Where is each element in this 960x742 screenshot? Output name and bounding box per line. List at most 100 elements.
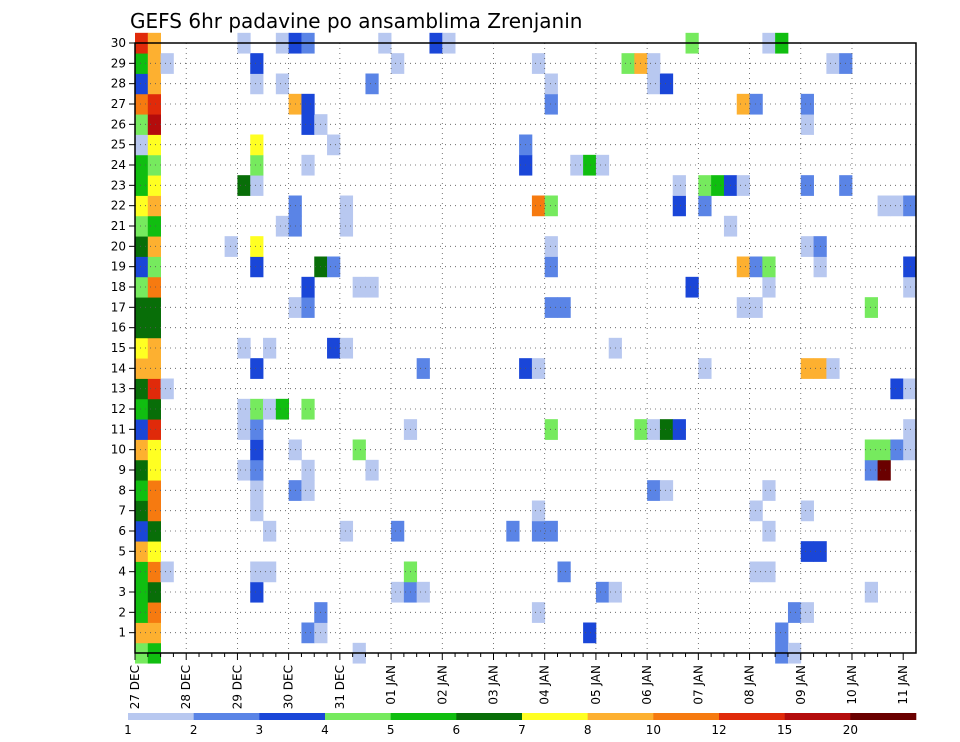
heatmap-cell bbox=[391, 53, 405, 74]
heatmap-cell bbox=[903, 439, 917, 461]
y-tick-label: 20 bbox=[111, 239, 126, 253]
y-axis: 1234567891011121314151617181920212223242… bbox=[111, 36, 135, 640]
legend-swatch bbox=[128, 713, 194, 720]
heatmap-cell bbox=[659, 419, 674, 440]
y-tick-label: 16 bbox=[111, 321, 126, 335]
heatmap-cell bbox=[135, 602, 149, 623]
heatmap-cell bbox=[749, 297, 763, 318]
heatmap-cell bbox=[301, 459, 315, 481]
legend-swatch bbox=[522, 713, 588, 720]
heatmap-cell bbox=[147, 93, 161, 115]
y-tick-label: 4 bbox=[118, 565, 126, 579]
legend-swatch bbox=[719, 713, 785, 720]
heatmap-cell bbox=[263, 520, 277, 542]
x-tick-label: 06 JAN bbox=[640, 665, 654, 705]
heatmap-cell bbox=[135, 561, 149, 583]
heatmap-cell bbox=[237, 459, 251, 481]
x-tick-label: 31 DEC bbox=[333, 665, 347, 709]
heatmap-cell bbox=[147, 276, 161, 298]
y-tick-label: 7 bbox=[118, 504, 126, 518]
heatmap-cell bbox=[877, 195, 891, 217]
legend-label: 1 bbox=[124, 723, 132, 737]
color-legend: 1 2 3 4 5 6 7 8 10 12 15 20 bbox=[124, 713, 917, 737]
heatmap-cell bbox=[224, 236, 238, 257]
heatmap-cell bbox=[301, 114, 315, 135]
heatmap-cell bbox=[147, 195, 161, 217]
y-tick-label: 22 bbox=[111, 199, 126, 213]
heatmap-cell bbox=[147, 581, 161, 603]
legend-label: 10 bbox=[646, 723, 661, 737]
heatmap-cell bbox=[135, 317, 149, 339]
legend-label: 20 bbox=[843, 723, 858, 737]
y-tick-label: 27 bbox=[111, 97, 126, 111]
y-tick-label: 11 bbox=[111, 422, 126, 436]
legend-swatch bbox=[390, 713, 457, 720]
heatmap-cell bbox=[135, 215, 149, 237]
heatmap-cell bbox=[800, 500, 814, 522]
legend-swatch bbox=[259, 713, 326, 720]
heatmap-cell bbox=[672, 419, 686, 440]
heatmap-cell bbox=[301, 622, 315, 644]
legend-label: 5 bbox=[387, 723, 395, 737]
heatmap-cell bbox=[135, 53, 149, 74]
x-tick-label: 02 JAN bbox=[435, 665, 449, 705]
heatmap-cell bbox=[135, 134, 149, 156]
heatmap-cell bbox=[147, 175, 161, 196]
heatmap-cell bbox=[263, 561, 277, 583]
heatmap-cell bbox=[135, 622, 149, 644]
y-tick-label: 28 bbox=[111, 77, 126, 91]
heatmap-cell bbox=[672, 175, 686, 196]
heatmap-cell bbox=[749, 93, 763, 115]
heatmap-cell bbox=[685, 276, 699, 298]
heatmap-cell bbox=[135, 256, 149, 278]
heatmap-cell bbox=[250, 561, 264, 583]
heatmap-cell bbox=[877, 439, 891, 461]
heatmap-cell bbox=[147, 358, 161, 379]
heatmap-cell bbox=[147, 459, 161, 481]
x-tick-label: 11 JAN bbox=[896, 665, 910, 705]
heatmap-cell bbox=[147, 561, 161, 583]
heatmap-cell bbox=[147, 114, 161, 135]
heatmap-cell bbox=[864, 581, 878, 603]
heatmap-cells bbox=[135, 32, 917, 664]
y-tick-label: 2 bbox=[118, 605, 126, 619]
legend-label: 8 bbox=[584, 723, 592, 737]
legend-swatch bbox=[784, 713, 851, 720]
heatmap-cell bbox=[531, 500, 546, 522]
heatmap-cell bbox=[339, 520, 354, 542]
heatmap-cell bbox=[135, 378, 149, 400]
heatmap-cell bbox=[749, 500, 763, 522]
heatmap-cell bbox=[544, 419, 558, 440]
y-tick-label: 23 bbox=[111, 178, 126, 192]
heatmap-cell bbox=[544, 256, 558, 278]
legend-swatch bbox=[456, 713, 523, 720]
heatmap-cell bbox=[826, 358, 840, 379]
heatmap-cell bbox=[531, 602, 546, 623]
heatmap-cell bbox=[800, 114, 814, 135]
y-tick-label: 15 bbox=[111, 341, 126, 355]
heatmap-cell bbox=[903, 256, 917, 278]
heatmap-cell bbox=[135, 520, 149, 542]
heatmap-cell bbox=[237, 419, 251, 440]
y-tick-label: 6 bbox=[118, 524, 126, 538]
heatmap-cell bbox=[135, 236, 149, 257]
heatmap-cell bbox=[352, 276, 366, 298]
heatmap-cell bbox=[147, 520, 161, 542]
heatmap-cell bbox=[749, 561, 763, 583]
heatmap-cell bbox=[736, 93, 750, 115]
x-tick-label: 10 JAN bbox=[845, 665, 859, 705]
y-tick-label: 19 bbox=[111, 260, 126, 274]
heatmap-cell bbox=[391, 581, 405, 603]
heatmap-cell bbox=[903, 378, 917, 400]
heatmap-cell bbox=[135, 541, 149, 562]
heatmap-cell bbox=[147, 602, 161, 623]
heatmap-cell bbox=[647, 419, 661, 440]
heatmap-cell bbox=[826, 53, 840, 74]
heatmap-cell bbox=[416, 581, 430, 603]
heatmap-cell bbox=[135, 439, 149, 461]
heatmap-cell bbox=[135, 114, 149, 135]
heatmap-cell bbox=[250, 154, 264, 176]
heatmap-cell bbox=[250, 500, 264, 522]
heatmap-cell bbox=[135, 93, 149, 115]
heatmap-cell bbox=[787, 602, 802, 623]
